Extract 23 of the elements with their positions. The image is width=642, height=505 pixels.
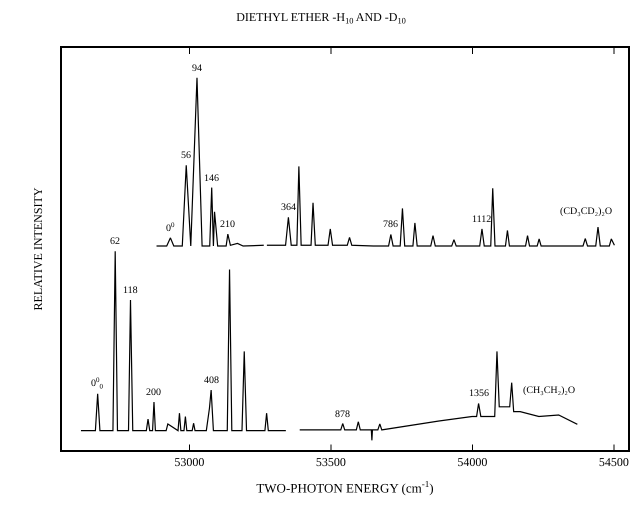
- series-label: (CD₃CD₂)₂O: [560, 206, 612, 217]
- x-tick-label: 53500: [316, 455, 346, 470]
- y-axis-title: RELATIVE INTENSITY: [31, 187, 46, 310]
- x-tick-label: 54500: [598, 455, 629, 470]
- annotation: 1356: [469, 388, 489, 399]
- x-tick-label: 54000: [457, 455, 488, 470]
- annotation: 364: [281, 202, 296, 213]
- x-axis-title: TWO-PHOTON ENERGY (cm$^{-1}$): [256, 478, 434, 496]
- annotation: 200: [146, 387, 161, 398]
- annotation: 56: [181, 150, 191, 161]
- annotation: 1112: [472, 214, 492, 225]
- annotation: 118: [123, 285, 138, 296]
- series-label: (CH₃CH₂)₂O: [523, 385, 576, 396]
- chart-title: DIETHYL ETHER -H$_{10}$ AND -D$_{10}$: [236, 10, 406, 26]
- annotation: 146: [204, 173, 219, 184]
- annotation: 408: [204, 375, 219, 386]
- x-tick-label: 53000: [174, 455, 204, 470]
- annotation: 0$^{0}$: [166, 221, 175, 234]
- annotation: 62: [110, 236, 120, 247]
- annotation: 878: [335, 409, 350, 420]
- annotation: 210: [220, 219, 235, 230]
- annotation: 94: [192, 63, 202, 74]
- annotation: 786: [383, 219, 398, 230]
